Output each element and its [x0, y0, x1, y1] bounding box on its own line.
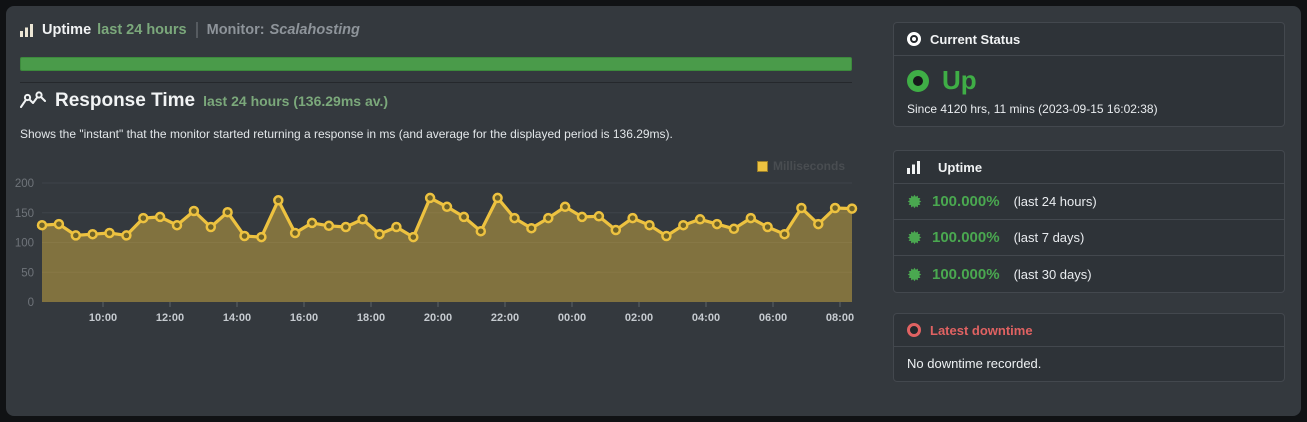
uptime-row-30d: 100.000% (last 30 days): [894, 256, 1284, 292]
burst-icon: [907, 194, 922, 209]
svg-text:08:00: 08:00: [826, 312, 854, 324]
svg-text:200: 200: [15, 178, 34, 190]
burst-icon: [907, 267, 922, 282]
uptime-progress-bar[interactable]: [20, 57, 852, 71]
downtime-bullseye-icon: [907, 323, 921, 337]
monitor-label: Monitor:: [206, 22, 265, 38]
downtime-message: No downtime recorded.: [907, 356, 1042, 371]
legend-swatch: [756, 160, 768, 172]
uptime-range-24h: (last 24 hours): [1013, 194, 1097, 209]
response-time-subtitle: last 24 hours (136.29ms av.): [203, 93, 389, 109]
svg-text:12:00: 12:00: [156, 312, 184, 324]
response-time-description: Shows the "instant" that the monitor sta…: [20, 127, 673, 141]
response-time-header: Response Time last 24 hours (136.29ms av…: [20, 90, 388, 112]
line-chart-icon: [20, 91, 46, 111]
svg-text:20:00: 20:00: [424, 312, 452, 324]
uptime-pct-24h: 100.000%: [932, 193, 1000, 210]
bar-chart-icon: [20, 23, 34, 37]
bullseye-icon: [907, 32, 921, 46]
uptime-card-title: Uptime: [938, 159, 983, 175]
burst-icon: [907, 230, 922, 245]
section-divider: [20, 82, 852, 83]
svg-text:22:00: 22:00: [491, 312, 519, 324]
current-status-card: Current Status Up Since 4120 hrs, 11 min…: [893, 22, 1285, 127]
svg-text:02:00: 02:00: [625, 312, 653, 324]
bar-chart-icon: [907, 160, 921, 174]
response-time-title: Response Time: [55, 90, 196, 111]
current-status-title: Current Status: [930, 31, 1021, 47]
dashboard-panel: Uptime last 24 hours Monitor: Scalahosti…: [6, 6, 1301, 416]
uptime-card-header: Uptime: [894, 151, 1284, 184]
svg-text:06:00: 06:00: [759, 312, 787, 324]
uptime-header: Uptime last 24 hours Monitor: Scalahosti…: [20, 19, 360, 41]
status-since: Since 4120 hrs, 11 mins (2023-09-15 16:0…: [907, 102, 1158, 116]
current-status-header: Current Status: [894, 23, 1284, 56]
uptime-pct-7d: 100.000%: [932, 229, 1000, 246]
latest-downtime-header: Latest downtime: [894, 314, 1284, 347]
svg-text:14:00: 14:00: [223, 312, 251, 324]
status-value: Up: [942, 65, 977, 95]
response-time-chart[interactable]: 0 50 100 150 200 10:00 12:00 14:00 16:00 18:00 20:…: [12, 171, 860, 333]
svg-text:0: 0: [28, 297, 34, 309]
up-status-icon: [907, 69, 929, 92]
current-status-body: Up Since 4120 hrs, 11 mins (2023-09-15 1…: [894, 56, 1284, 116]
svg-text:10:00: 10:00: [89, 312, 117, 324]
svg-text:18:00: 18:00: [357, 312, 385, 324]
svg-text:16:00: 16:00: [290, 312, 318, 324]
svg-text:00:00: 00:00: [558, 312, 586, 324]
legend-label: Milliseconds: [772, 159, 845, 173]
latest-downtime-title: Latest downtime: [930, 322, 1033, 338]
header-period: last 24 hours: [97, 22, 187, 38]
latest-downtime-card: Latest downtime No downtime recorded.: [893, 313, 1285, 382]
header-separator: [195, 22, 198, 38]
uptime-row-24h: 100.000% (last 24 hours): [894, 184, 1284, 220]
uptime-pct-30d: 100.000%: [932, 265, 1000, 283]
monitor-name: Scalahosting: [269, 22, 360, 38]
svg-text:04:00: 04:00: [692, 312, 720, 324]
svg-text:50: 50: [21, 267, 34, 279]
header-title: Uptime: [42, 22, 92, 38]
svg-text:100: 100: [15, 238, 34, 250]
svg-text:150: 150: [15, 208, 34, 220]
chart-legend: Milliseconds: [756, 159, 845, 173]
uptime-range-7d: (last 7 days): [1013, 230, 1085, 245]
uptime-row-7d: 100.000% (last 7 days): [894, 220, 1284, 256]
uptime-card: Uptime 100.000% (last 24 hours) 100.000%…: [893, 150, 1285, 293]
uptime-range-30d: (last 30 days): [1013, 266, 1092, 282]
